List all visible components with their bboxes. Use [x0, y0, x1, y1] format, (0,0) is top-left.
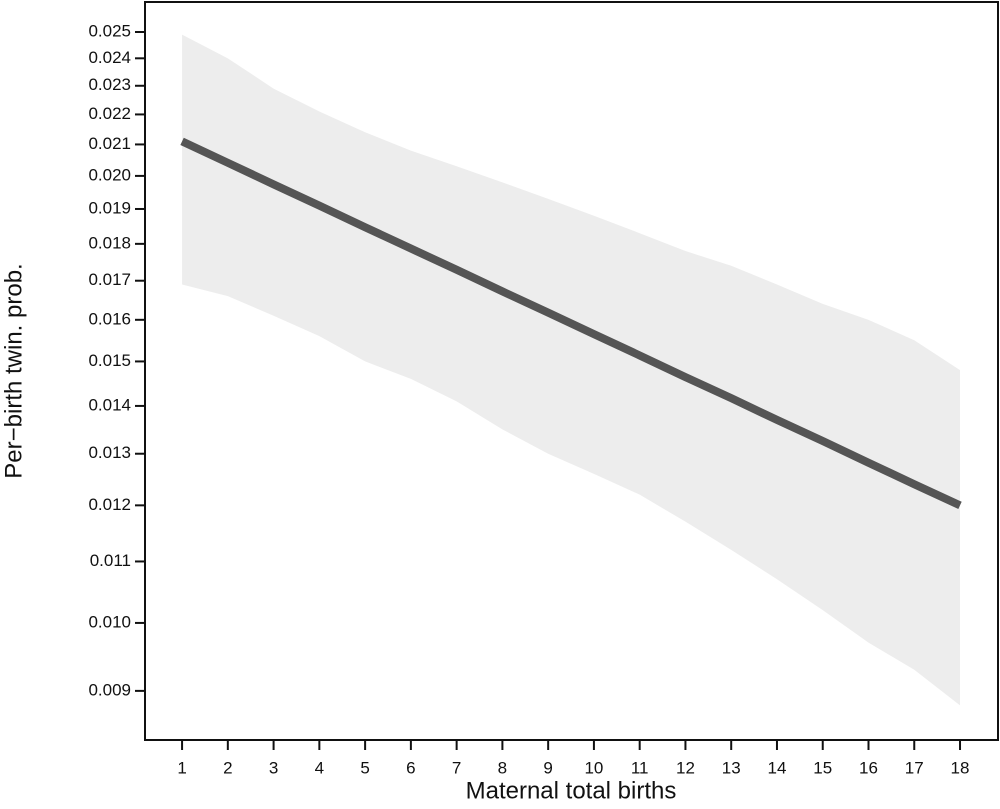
y-tick-label: 0.020 — [88, 165, 131, 184]
y-tick-label: 0.021 — [88, 134, 131, 153]
y-tick-label: 0.012 — [88, 495, 131, 514]
y-tick-label: 0.022 — [88, 104, 131, 123]
plot-frame — [144, 1, 999, 741]
x-tick-label: 6 — [406, 758, 415, 777]
x-tick-label: 9 — [543, 758, 552, 777]
x-tick-label: 2 — [223, 758, 232, 777]
y-tick-label: 0.010 — [88, 612, 131, 631]
x-tick-label: 3 — [269, 758, 278, 777]
y-tick-label: 0.019 — [88, 198, 131, 217]
y-tick-label: 0.014 — [88, 395, 131, 414]
x-tick-label: 8 — [498, 758, 507, 777]
x-tick-label: 12 — [676, 758, 695, 777]
x-tick-label: 5 — [360, 758, 369, 777]
y-tick-label: 0.025 — [88, 21, 131, 40]
x-tick-label: 14 — [768, 758, 787, 777]
y-tick-label: 0.018 — [88, 233, 131, 252]
x-tick-label: 11 — [631, 758, 649, 777]
x-axis-label: Maternal total births — [466, 777, 677, 804]
y-tick-label: 0.024 — [88, 48, 131, 67]
y-tick-label: 0.016 — [88, 309, 131, 328]
confidence-band — [182, 34, 961, 706]
y-tick-label: 0.023 — [88, 75, 131, 94]
y-tick-label: 0.015 — [88, 351, 131, 370]
x-tick-label: 15 — [813, 758, 832, 777]
x-tick-label: 17 — [905, 758, 924, 777]
x-tick-label: 16 — [859, 758, 878, 777]
y-axis-label: Per−birth twin. prob. — [0, 263, 27, 478]
x-tick-label: 4 — [315, 758, 324, 777]
x-tick-label: 1 — [177, 758, 186, 777]
y-tick-label: 0.013 — [88, 443, 131, 462]
line — [180, 137, 962, 509]
y-tick-label: 0.009 — [88, 680, 131, 699]
x-tick-label: 18 — [951, 758, 970, 777]
x-tick-label: 10 — [584, 758, 603, 777]
y-tick-label: 0.017 — [88, 270, 131, 289]
x-tick-label: 13 — [722, 758, 741, 777]
y-tick-label: 0.011 — [90, 551, 131, 570]
x-tick-label: 7 — [452, 758, 461, 777]
